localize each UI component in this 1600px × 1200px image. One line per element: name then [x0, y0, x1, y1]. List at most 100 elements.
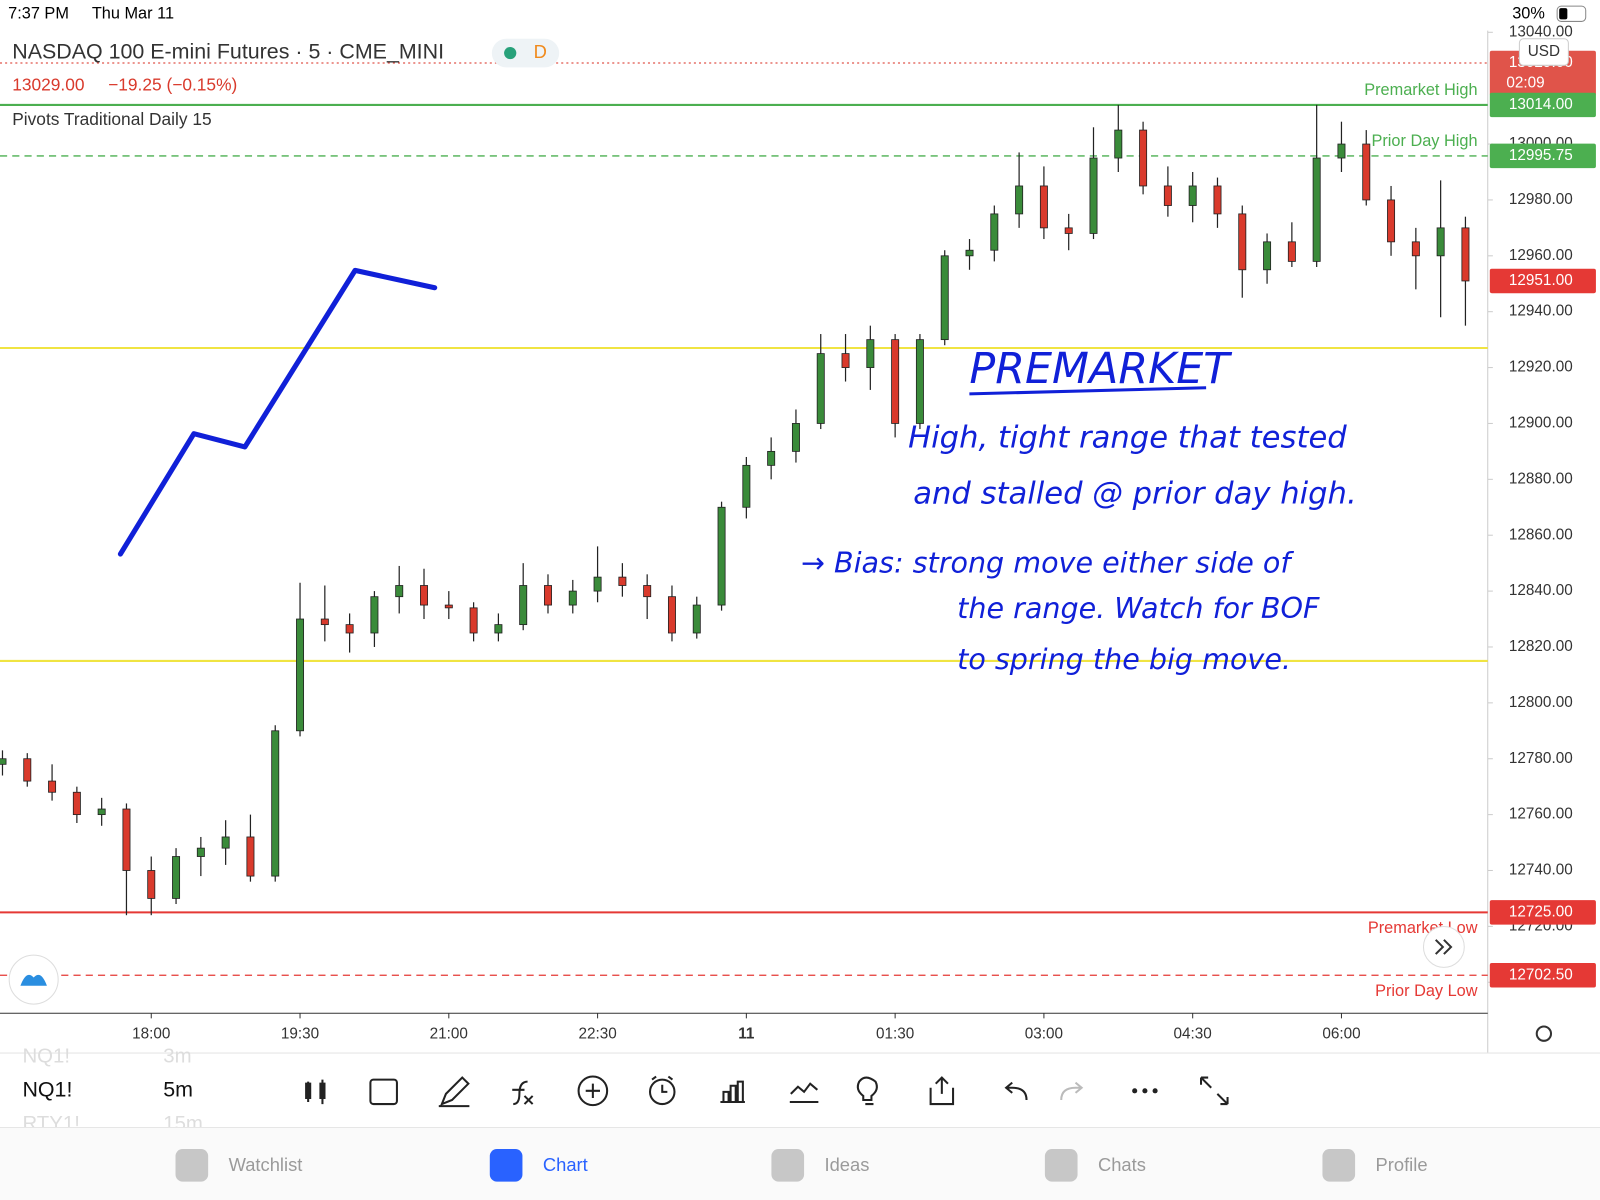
x-tick-label: 06:00 — [1322, 1026, 1360, 1043]
candle-body — [48, 780, 57, 793]
y-tick-label: 12840.00 — [1509, 582, 1573, 599]
tab-icon[interactable] — [1044, 1148, 1078, 1182]
x-tick-label: 19:30 — [281, 1026, 319, 1043]
compare-icon[interactable] — [369, 1078, 398, 1106]
header-price: 13029.00 — [12, 74, 84, 94]
tab-icon[interactable] — [489, 1148, 523, 1182]
status-battery: 30% — [1512, 5, 1545, 23]
candle-body — [544, 585, 552, 606]
candle-body — [692, 604, 701, 634]
toolbar-interval[interactable]: 5m — [163, 1077, 193, 1101]
dot — [1132, 1088, 1138, 1094]
toolbar-symbol[interactable]: NQ1! — [22, 1077, 72, 1101]
candle-body — [0, 758, 7, 765]
y-tick-label: 12740.00 — [1509, 862, 1573, 879]
candle-body — [444, 604, 453, 609]
candle-body — [370, 596, 379, 634]
alert-icon[interactable] — [648, 1078, 676, 1106]
tab-label[interactable]: Chart — [543, 1154, 588, 1175]
more-icon[interactable] — [1132, 1088, 1158, 1094]
draw-icon[interactable] — [438, 1076, 470, 1108]
candle-body — [1312, 157, 1321, 262]
candle-body — [1114, 129, 1123, 159]
dot — [1142, 1088, 1148, 1094]
candle-body — [568, 590, 577, 606]
share-icon[interactable] — [929, 1076, 955, 1106]
candle-body — [791, 423, 800, 452]
candle-body — [172, 856, 181, 899]
add-icon[interactable] — [577, 1075, 609, 1107]
candle-body — [717, 506, 726, 606]
candle-body — [395, 585, 404, 598]
annotation-heading: PREMARKET — [969, 344, 1232, 394]
candle-body — [593, 576, 602, 592]
fullscreen-icon[interactable] — [1200, 1076, 1229, 1106]
indicator-icon[interactable] — [512, 1080, 534, 1106]
logo-icon — [20, 974, 47, 986]
candle-body — [1188, 185, 1197, 206]
annotation-text: to spring the big move. — [957, 642, 1291, 676]
candles-icon[interactable] — [305, 1079, 326, 1105]
tab-icon[interactable] — [175, 1148, 209, 1182]
symbol-title[interactable]: NASDAQ 100 E-mini Futures · 5 · CME_MINI — [12, 40, 444, 64]
volume-icon[interactable] — [789, 1082, 819, 1104]
candle-body — [271, 730, 280, 877]
settings-icon[interactable] — [1535, 1025, 1553, 1042]
tab-icon[interactable] — [771, 1148, 805, 1182]
price-tag-label: 12702.50 — [1509, 966, 1573, 983]
tab-label[interactable]: Watchlist — [229, 1154, 303, 1175]
battery-level — [1559, 8, 1568, 20]
ideas-icon[interactable] — [856, 1076, 878, 1106]
candle-body — [246, 836, 255, 877]
candle-body — [221, 836, 230, 849]
candle-body — [1064, 227, 1073, 234]
candle-body — [1387, 199, 1396, 243]
x-tick-label: 03:00 — [1025, 1026, 1063, 1043]
undo-icon[interactable] — [1004, 1081, 1028, 1101]
y-tick-label: 12860.00 — [1509, 526, 1573, 543]
y-tick-label: 12900.00 — [1509, 414, 1573, 431]
price-tag — [1489, 900, 1596, 925]
financials-icon[interactable] — [720, 1080, 745, 1104]
level-name: Prior Day Low — [1375, 982, 1478, 1000]
y-tick-label: 12980.00 — [1509, 191, 1573, 208]
currency: USD — [1528, 43, 1560, 60]
candle-body — [1213, 185, 1222, 215]
candle-body — [469, 607, 478, 634]
price-tag — [1489, 92, 1596, 118]
candle-body — [742, 464, 751, 508]
y-tick-label: 12880.00 — [1509, 470, 1573, 487]
candle-body — [196, 847, 205, 857]
level-name: Premarket Low — [1368, 919, 1478, 937]
candle-body — [915, 339, 924, 424]
annotation-underline — [969, 386, 1207, 396]
tab-label[interactable]: Ideas — [824, 1154, 869, 1175]
candle-body — [519, 585, 528, 626]
tab-label[interactable]: Chats — [1098, 1154, 1146, 1175]
currency-box[interactable] — [1518, 38, 1569, 66]
add-plus — [585, 1083, 600, 1098]
candle-body — [1337, 143, 1346, 159]
drawing — [117, 267, 438, 557]
candle-body — [147, 870, 156, 899]
price-tag-label: 13014.00 — [1509, 96, 1573, 113]
chart-area[interactable]: 18:00 19:30 21:00 22:30 11 01:30 03:00 04:30 06:… — [0, 23, 1596, 1054]
x-tick-label: 18:00 — [132, 1026, 170, 1043]
interval-prev: 3m — [163, 1046, 191, 1068]
level-name: Prior Day High — [1371, 132, 1477, 150]
level-name: Premarket High — [1364, 81, 1477, 99]
candle-body — [965, 249, 974, 257]
y-tick-label: 12820.00 — [1509, 638, 1573, 655]
candle-body — [72, 791, 81, 816]
candle-body — [1139, 129, 1148, 187]
candle-body — [1039, 185, 1048, 229]
candle-body — [1287, 241, 1296, 262]
redo-icon — [1060, 1081, 1084, 1101]
tab-icon[interactable] — [1322, 1148, 1356, 1182]
status-date: Thu Mar 11 — [92, 5, 174, 23]
indicator-label[interactable]: Pivots Traditional Daily 15 — [12, 109, 211, 129]
dot — [1152, 1088, 1158, 1094]
candle-body — [618, 576, 627, 586]
tab-label[interactable]: Profile — [1376, 1154, 1428, 1175]
